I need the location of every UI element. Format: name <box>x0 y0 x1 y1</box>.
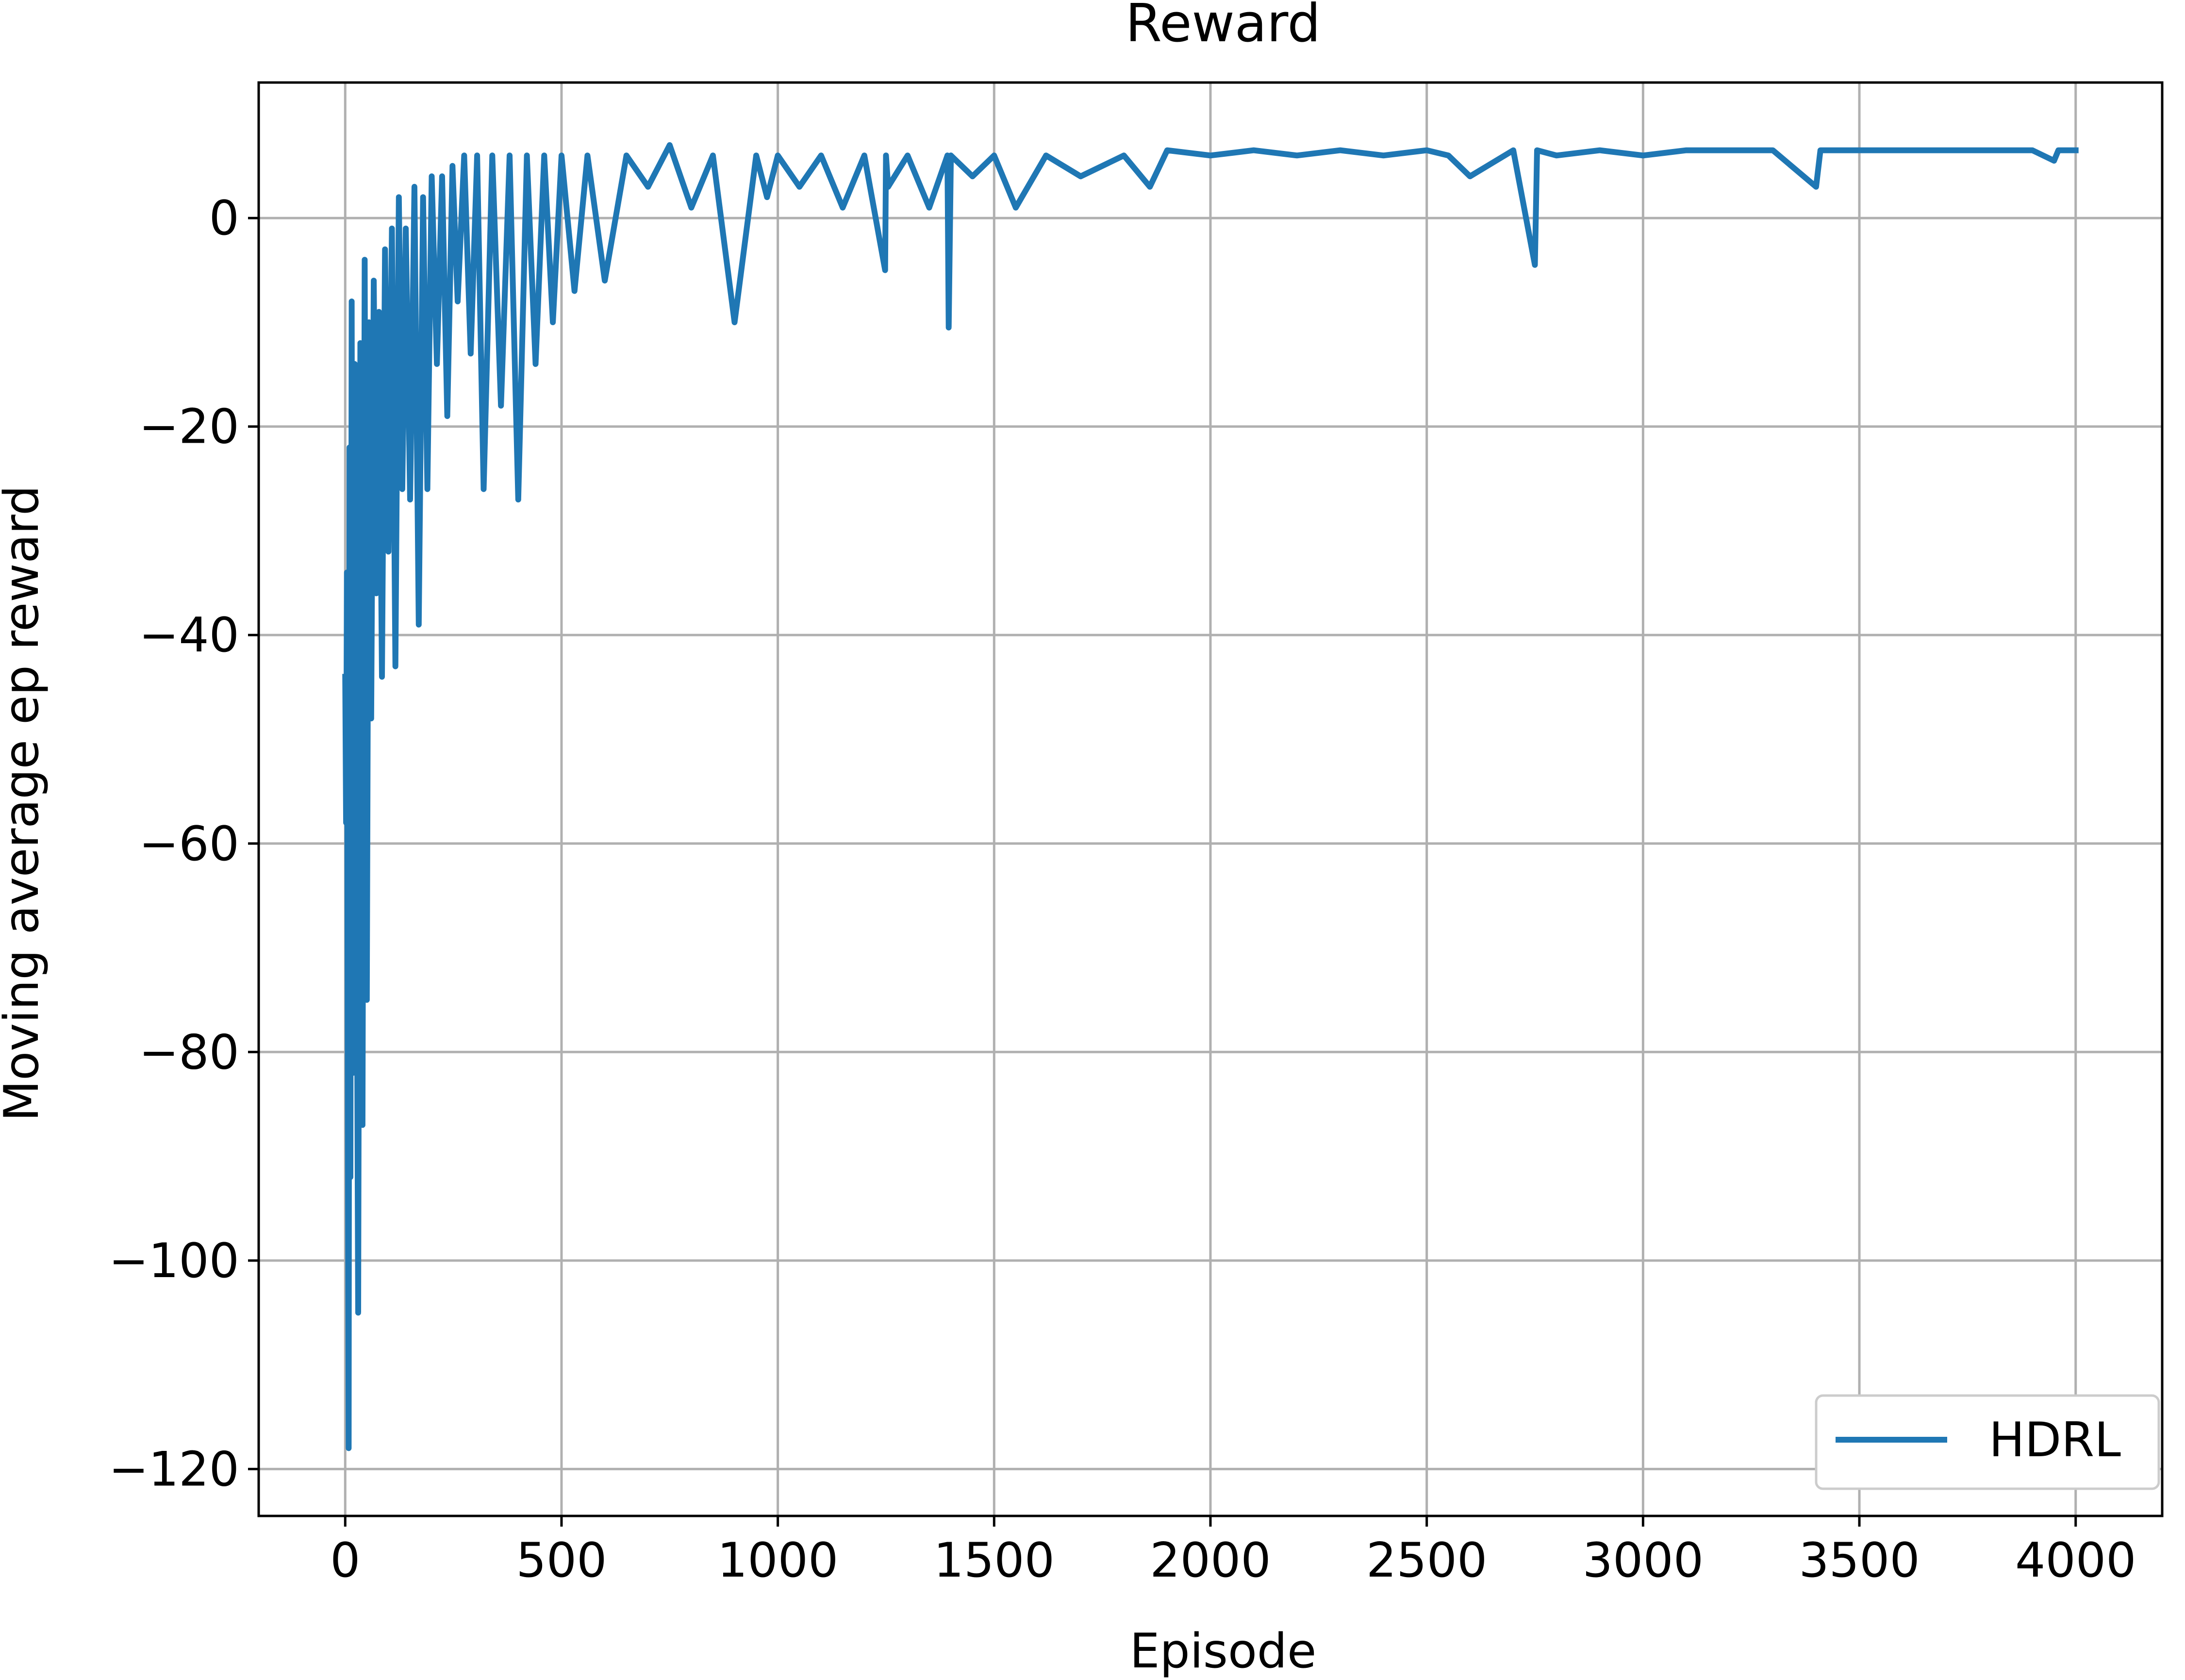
x-tick-label: 2000 <box>1150 1533 1271 1588</box>
x-tick-label: 1000 <box>717 1533 838 1588</box>
chart-title: Reward <box>1126 0 1321 54</box>
x-tick-label: 1500 <box>934 1533 1055 1588</box>
series-layer <box>342 142 2079 1451</box>
x-tick-label: 2500 <box>1366 1533 1487 1588</box>
x-gridlines <box>344 83 2077 1516</box>
y-tick-label: −100 <box>109 1233 239 1289</box>
x-tick-label: 3500 <box>1799 1533 1920 1588</box>
legend: HDRL <box>1815 1394 2160 1490</box>
x-axis-ticks: 0 500 1000 1500 2000 2500 3000 3500 4000 <box>330 1516 2136 1588</box>
y-axis-label: Moving average ep reward <box>0 485 50 1122</box>
legend-label-hdrl: HDRL <box>1989 1413 2121 1468</box>
legend-box <box>1815 1394 2160 1490</box>
y-tick-label: −20 <box>139 399 239 455</box>
y-tick-label: −120 <box>109 1442 239 1497</box>
x-tick-label: 500 <box>516 1533 607 1588</box>
x-tick-label: 3000 <box>1583 1533 1704 1588</box>
y-gridlines <box>259 216 2162 1470</box>
series-line-hdrl <box>342 142 2079 1451</box>
x-tick-label: 4000 <box>2015 1533 2136 1588</box>
x-tick-label: 0 <box>330 1533 360 1588</box>
y-axis-ticks: 0 −20 −40 −60 −80 −100 −120 <box>109 191 259 1497</box>
y-tick-label: 0 <box>209 191 239 246</box>
x-axis-label: Episode <box>1130 1624 1317 1679</box>
y-tick-label: −40 <box>139 608 239 663</box>
y-tick-label: −80 <box>139 1025 239 1080</box>
y-tick-label: −60 <box>139 816 239 872</box>
